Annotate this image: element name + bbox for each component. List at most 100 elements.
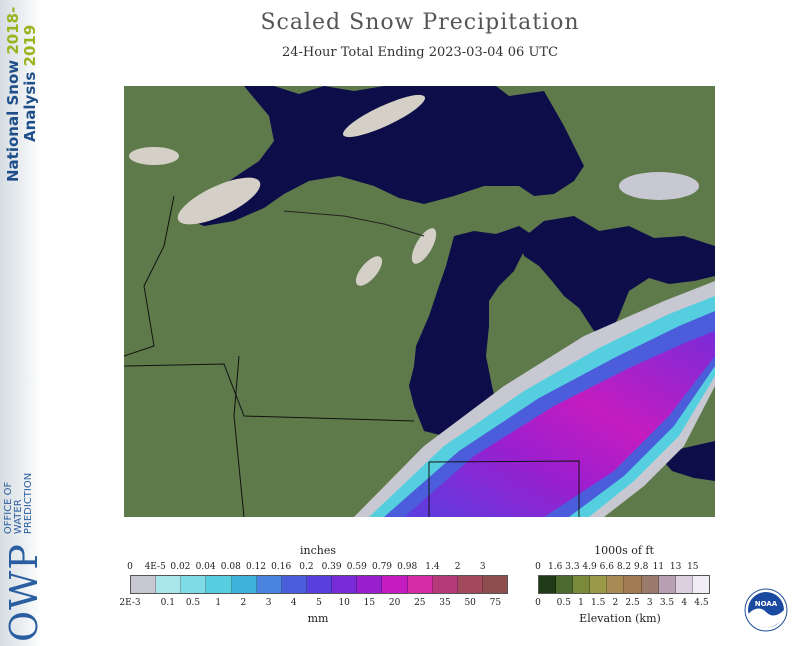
elev_legend-swatch [607, 576, 625, 593]
snow-map [124, 86, 715, 517]
precip_legend-swatch [131, 576, 157, 593]
elev_legend-swatch [641, 576, 659, 593]
precip_legend-top-label: 0.98 [397, 562, 418, 572]
state-border [124, 195, 175, 357]
precip_legend-bottom-label: 50 [464, 598, 476, 608]
noaa-logo: NOAA [744, 588, 788, 632]
precip_legend-bottom-label: 35 [439, 598, 451, 608]
precip_legend-swatch [332, 576, 358, 593]
elev_legend-top-label: 1.6 [548, 562, 563, 572]
nsa-title-text: National Snow [4, 59, 22, 182]
elev-colorbar [538, 575, 710, 594]
lake-erie [659, 441, 715, 481]
precip-colorbar [130, 575, 508, 594]
precip-legend-top-unit: inches [299, 544, 337, 557]
nsa-title-line1: National Snow 2018- [4, 7, 22, 182]
elev_legend-swatch [658, 576, 676, 593]
precip_legend-bottom-label: 10 [338, 598, 350, 608]
nsa-title-line2: Analysis 2019 [21, 25, 39, 182]
precip_legend-top-label: 0.59 [346, 562, 367, 572]
sidebar-banner: National Snow 2018- Analysis 2019 OWP OF… [0, 0, 46, 646]
elev_legend-top-label: 0 [535, 562, 541, 572]
elev_legend-top-label: 4.9 [582, 562, 597, 572]
precip_legend-bottom-label: 0.1 [160, 598, 175, 608]
precip_legend-swatch [382, 576, 408, 593]
elev_legend-top-label: 8.2 [616, 562, 632, 572]
precip_legend-top-label: 1.4 [425, 562, 440, 572]
map-subtitle: 24-Hour Total Ending 2023-03-04 06 UTC [281, 45, 559, 60]
owp-caption-line3: PREDICTION [23, 472, 34, 535]
precip_legend-swatch [281, 576, 307, 593]
nsa-analysis-text: Analysis [21, 71, 39, 142]
owp-logo: OWP OFFICE OF WATER PREDICTION [2, 473, 46, 642]
light-snow-patch [177, 177, 261, 225]
elev_legend-bottom-label: 2.5 [625, 598, 640, 608]
elev_legend-swatch [692, 576, 709, 593]
map-title: Scaled Snow Precipitation [260, 10, 580, 35]
precip_legend-swatch [407, 576, 433, 593]
nsa-year-end: 2019 [21, 24, 39, 67]
precip_legend-top-label: 0.79 [371, 562, 393, 572]
precip_legend-swatch [457, 576, 483, 593]
precip_legend-top-label: 0.39 [321, 562, 342, 572]
elev_legend-bottom-label: 1.5 [591, 598, 606, 608]
elev_legend-bottom-label: 1 [578, 598, 584, 608]
precip_legend-top-label: 0.12 [245, 562, 267, 572]
lake-huron [519, 216, 715, 336]
precip_legend-swatch [482, 576, 508, 593]
elev_legend-bottom-label: 2 [612, 598, 619, 608]
precip_legend-top-label: 2 [454, 562, 461, 572]
owp-logo-caption: OFFICE OF WATER PREDICTION [3, 472, 34, 535]
elev_legend-top-label: 11 [652, 562, 665, 572]
state-border [124, 363, 415, 422]
elev_legend-bottom-label: 0.5 [556, 598, 571, 608]
elev_legend-swatch [539, 576, 557, 593]
country-border [283, 210, 425, 237]
light-snow-patch [355, 256, 383, 286]
precip_legend-bottom-label: 25 [414, 598, 426, 608]
lake-michigan [409, 226, 534, 438]
elev_legend-bottom-label: 4.5 [694, 598, 709, 608]
elev_legend-bottom-label: 3 [646, 598, 653, 608]
precip_legend-bottom-label: 2 [240, 598, 247, 608]
elev_legend-bottom-label: 3.5 [659, 598, 675, 608]
precip_legend-bottom-label: 4 [290, 598, 297, 608]
precip_legend-swatch [357, 576, 383, 593]
precip_legend-top-label: 3 [479, 562, 486, 572]
precip_legend-bottom-label: 1 [215, 598, 222, 608]
elev_legend-swatch [590, 576, 608, 593]
precip_legend-top-label: 4E-5 [144, 562, 166, 572]
precip-legend-bottom-unit: mm [307, 612, 329, 625]
elev_legend-swatch [624, 576, 642, 593]
state-border [233, 355, 245, 517]
nsa-year-start: 2018- [4, 6, 22, 55]
precip_legend-bottom-label: 5 [316, 598, 322, 608]
lake-superior [184, 86, 584, 226]
precip_legend-swatch [432, 576, 458, 593]
elev-legend-top-unit: 1000s of ft [594, 544, 654, 557]
light-snow-patch [342, 94, 426, 138]
elev_legend-swatch [573, 576, 591, 593]
precip_legend-swatch [206, 576, 232, 593]
snow-band-core [404, 331, 715, 517]
precip_legend-top-label: 0 [127, 562, 133, 572]
precip_legend-swatch [306, 576, 333, 593]
precip_legend-bottom-label: 2E-3 [119, 598, 141, 608]
elev_legend-top-label: 6.6 [599, 562, 614, 572]
precip_legend-top-label: 0.16 [271, 562, 292, 572]
noaa-logo-text: NOAA [755, 600, 778, 608]
light-snow-patch [129, 147, 179, 165]
precip_legend-bottom-label: 3 [265, 598, 272, 608]
elev-legend-bottom-unit: Elevation (km) [579, 612, 661, 625]
precip_legend-top-label: 0.2 [299, 562, 314, 572]
elev_legend-top-label: 9.8 [634, 562, 649, 572]
precip_legend-top-label: 0.04 [195, 562, 216, 572]
precip_legend-swatch [231, 576, 257, 593]
precip_legend-bottom-label: 20 [388, 598, 401, 608]
precip_legend-bottom-label: 75 [489, 598, 502, 608]
precip_legend-bottom-label: 0.5 [185, 598, 201, 608]
precip_legend-swatch [181, 576, 207, 593]
elev_legend-top-label: 3.3 [565, 562, 580, 572]
owp-logo-letters: OWP [2, 543, 46, 642]
elev_legend-swatch [675, 576, 693, 593]
